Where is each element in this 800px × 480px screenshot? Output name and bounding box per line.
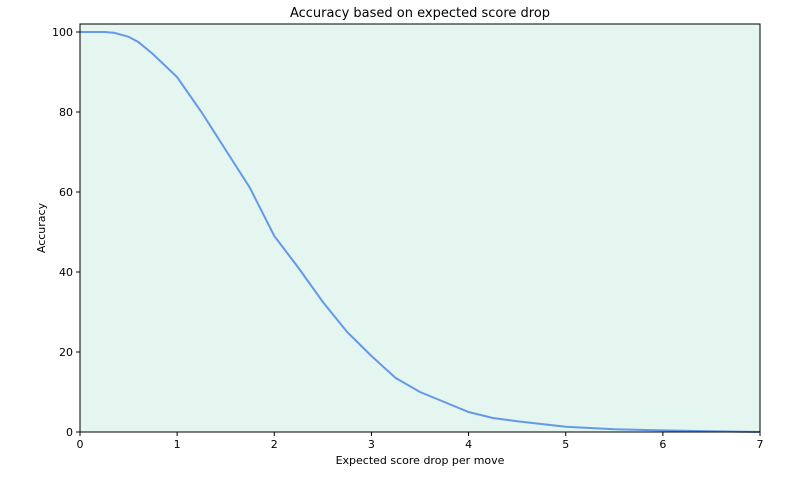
x-tick-label: 0 — [77, 438, 84, 451]
y-tick-label: 60 — [59, 186, 73, 199]
y-tick-label: 100 — [52, 26, 73, 39]
plot-frame — [79, 23, 761, 433]
x-tick-label: 6 — [659, 438, 666, 451]
x-tick-label: 2 — [271, 438, 278, 451]
x-tick-label: 4 — [465, 438, 472, 451]
plot-background — [80, 24, 760, 432]
x-tick-label: 5 — [562, 438, 569, 451]
x-tick-label: 3 — [368, 438, 375, 451]
x-tick-label: 1 — [174, 438, 181, 451]
y-tick-label: 80 — [59, 106, 73, 119]
y-tick-label: 0 — [66, 426, 73, 439]
y-axis-label: Accuracy — [35, 202, 48, 253]
x-axis-label: Expected score drop per move — [336, 454, 505, 467]
line — [80, 31, 761, 433]
chart-title: Accuracy based on expected score drop — [290, 6, 550, 21]
y-tick-label: 20 — [59, 346, 73, 359]
x-tick-label: 7 — [757, 438, 764, 451]
y-tick-label: 40 — [59, 266, 73, 279]
